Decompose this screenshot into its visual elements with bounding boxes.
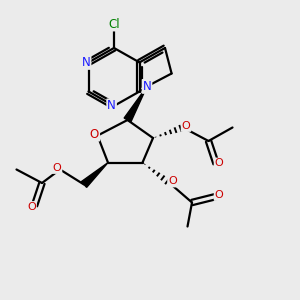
Polygon shape: [81, 163, 108, 188]
Text: O: O: [90, 128, 99, 141]
Text: N: N: [107, 99, 116, 112]
Text: Cl: Cl: [108, 17, 120, 31]
Text: N: N: [82, 56, 91, 69]
Text: O: O: [27, 202, 36, 212]
Text: O: O: [52, 163, 62, 173]
Text: N: N: [142, 80, 152, 93]
Text: O: O: [214, 190, 224, 200]
Text: O: O: [182, 121, 190, 131]
Text: O: O: [168, 176, 177, 187]
Polygon shape: [124, 86, 147, 122]
Text: O: O: [214, 158, 224, 169]
